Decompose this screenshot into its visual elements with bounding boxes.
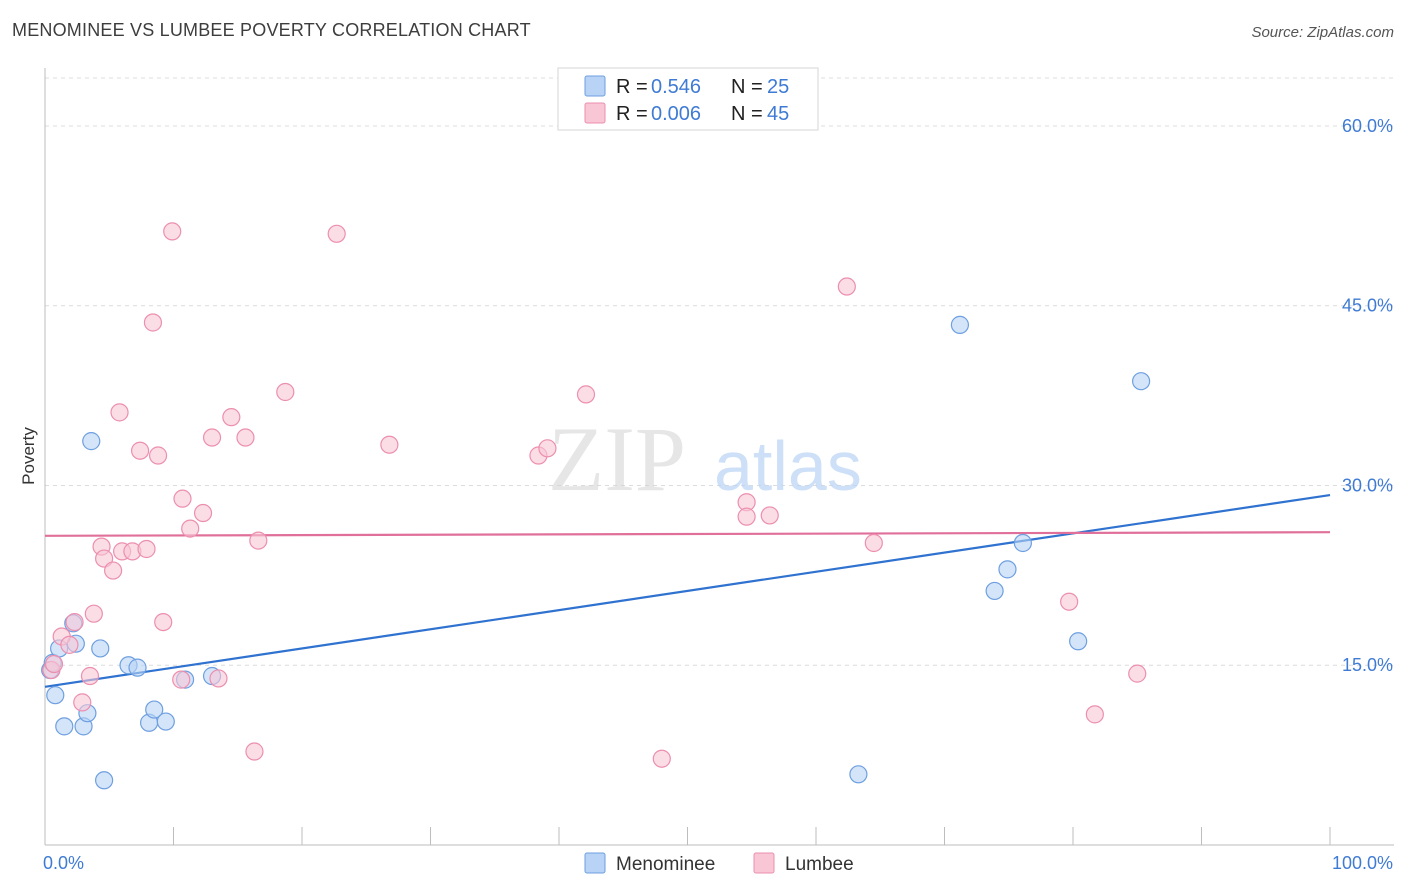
lumbee-point-30 <box>276 382 295 402</box>
lumbee-point-34 <box>538 439 557 458</box>
menominee-point-11 <box>95 771 114 790</box>
lumbee-point-24 <box>202 428 222 447</box>
lumbee-point-31 <box>327 224 346 243</box>
series-legend-swatch-menominee <box>584 852 606 874</box>
lumbee-point-4 <box>65 612 84 632</box>
lumbee-point-38 <box>737 507 756 526</box>
series-legend: Menominee Lumbee <box>584 852 854 875</box>
chart-title: MENOMINEE VS LUMBEE POVERTY CORRELATION … <box>12 20 531 40</box>
watermark: ZIP atlas <box>548 408 862 510</box>
lumbee-point-17 <box>148 446 168 465</box>
menominee-point-23 <box>1013 533 1032 553</box>
lumbee-point-23 <box>193 503 213 523</box>
lumbee-point-29 <box>249 531 268 550</box>
x-tick-label-1: 100.0% <box>1332 853 1393 873</box>
menominee-point-15 <box>145 700 164 719</box>
legend-swatch-menominee <box>584 75 606 97</box>
lumbee-point-11 <box>110 403 129 422</box>
tick-labels: 15.0% 30.0% 45.0% 60.0% 0.0% 100.0% <box>43 116 1393 873</box>
lumbee-point-7 <box>84 604 103 623</box>
correlation-legend: R = 0.546 N = 25 R = 0.006 N = 45 <box>557 67 819 131</box>
menominee-point-2 <box>46 686 65 705</box>
legend-r-label-lumbee: R = <box>616 103 648 125</box>
lumbee-point-40 <box>837 277 856 296</box>
menominee-point-19 <box>849 765 868 784</box>
lumbee-point-3 <box>60 635 79 654</box>
menominee-point-21 <box>985 581 1004 601</box>
lumbee-point-43 <box>1085 705 1104 724</box>
lumbee-point-44 <box>1128 664 1147 683</box>
legend-n-label-menominee: N = <box>731 76 763 98</box>
lumbee-point-36 <box>652 749 671 768</box>
y-tick-label-0: 15.0% <box>1342 655 1393 675</box>
menominee-trend-line <box>44 493 1331 688</box>
data-points <box>41 222 1151 790</box>
lumbee-point-6 <box>80 666 100 686</box>
lumbee-point-39 <box>760 506 779 525</box>
lumbee-point-20 <box>172 670 191 689</box>
lumbee-point-1 <box>44 654 64 674</box>
lumbee-point-15 <box>137 539 156 559</box>
menominee-point-13 <box>128 658 147 677</box>
source-label: Source: ZipAtlas.com <box>1251 24 1394 41</box>
axes <box>44 68 1394 846</box>
lumbee-point-28 <box>245 742 264 761</box>
y-tick-label-1: 30.0% <box>1342 475 1393 495</box>
lumbee-point-32 <box>380 435 399 454</box>
legend-n-value-lumbee: 45 <box>767 103 789 125</box>
gridlines <box>45 77 1394 666</box>
menominee-point-22 <box>998 560 1017 579</box>
lumbee-point-18 <box>154 612 173 632</box>
series-legend-label-lumbee: Lumbee <box>785 854 854 875</box>
y-tick-label-2: 45.0% <box>1342 296 1393 316</box>
lumbee-point-10 <box>104 561 123 580</box>
lumbee-point-21 <box>173 489 192 508</box>
trend-lines <box>44 493 1331 688</box>
lumbee-point-25 <box>209 669 228 688</box>
watermark-zip: ZIP <box>548 408 686 510</box>
lumbee-point-35 <box>576 385 596 404</box>
legend-r-value-lumbee: 0.006 <box>651 103 701 125</box>
lumbee-point-19 <box>163 222 182 241</box>
menominee-point-20 <box>950 315 970 334</box>
legend-n-value-menominee: 25 <box>767 76 789 98</box>
y-tick-label-3: 60.0% <box>1342 116 1393 136</box>
lumbee-trend-line <box>44 531 1331 537</box>
legend-n-label-lumbee: N = <box>731 103 763 125</box>
series-legend-swatch-lumbee <box>753 852 775 874</box>
y-axis-title: Poverty <box>19 427 38 485</box>
menominee-point-10 <box>91 639 110 658</box>
lumbee-point-5 <box>73 693 92 712</box>
legend-r-value-menominee: 0.546 <box>651 76 701 98</box>
lumbee-point-16 <box>143 313 163 332</box>
x-tick-label-0: 0.0% <box>43 853 84 873</box>
lumbee-point-14 <box>130 441 150 460</box>
menominee-point-24 <box>1069 632 1088 651</box>
lumbee-point-22 <box>181 519 200 538</box>
lumbee-point-26 <box>222 408 241 427</box>
lumbee-point-42 <box>1060 592 1079 611</box>
legend-r-label-menominee: R = <box>616 76 648 98</box>
menominee-point-16 <box>156 712 175 731</box>
menominee-point-9 <box>82 432 101 451</box>
lumbee-point-41 <box>864 533 883 553</box>
series-legend-label-menominee: Menominee <box>616 854 715 875</box>
menominee-point-25 <box>1132 372 1151 391</box>
legend-swatch-lumbee <box>584 102 606 124</box>
lumbee-point-27 <box>236 428 255 447</box>
watermark-atlas: atlas <box>714 427 862 505</box>
menominee-point-4 <box>55 717 74 736</box>
